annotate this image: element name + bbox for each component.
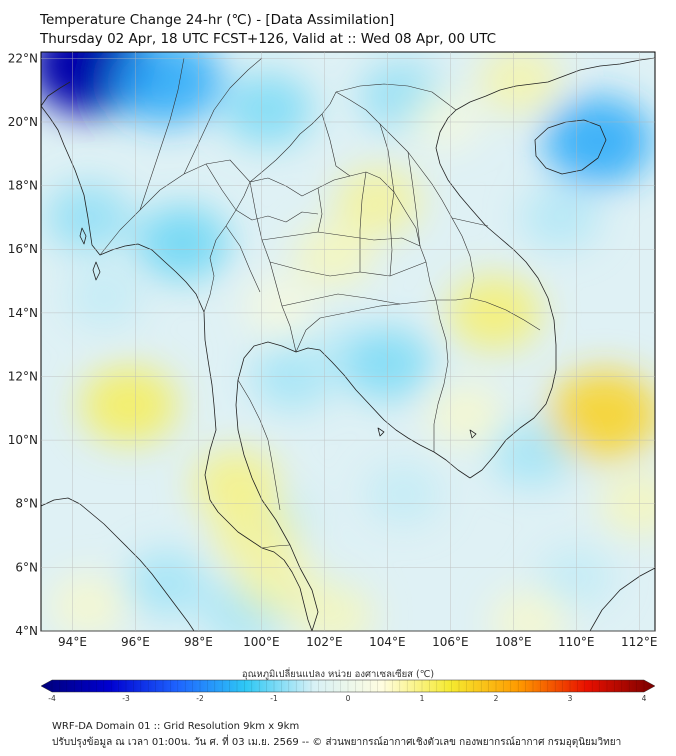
longitude-label: 98°E	[184, 635, 213, 649]
cooling-anomaly-15	[125, 550, 209, 617]
cooling-anomaly-2	[222, 73, 313, 146]
plot-area	[40, 51, 656, 632]
latitude-label: 16°N	[8, 242, 38, 256]
longitude-label: 96°E	[121, 635, 150, 649]
colorbar-tick-label: 4	[642, 694, 647, 703]
warming-anomaly-32	[478, 52, 562, 114]
colorbar-divisions	[51, 680, 645, 692]
map-title: Temperature Change 24-hr (℃) - [Data Ass…	[40, 12, 395, 28]
model-info: WRF-DA Domain 01 :: Grid Resolution 9km …	[52, 721, 300, 732]
colorbar-scale	[40, 679, 656, 693]
colorbar-tick-label: 2	[494, 694, 499, 703]
latitude-label: 8°N	[15, 497, 38, 511]
colorbar: -4 -3 -2 -1 0 1 2 3 4	[40, 679, 656, 703]
cooling-anomaly-11	[490, 419, 574, 487]
country-borders	[99, 57, 541, 549]
warming-anomaly-19	[80, 366, 178, 444]
cooling-anomaly-4	[542, 96, 654, 186]
colorbar-title: อุณหภูมิเปลี่ยนแปลง หน่วย องศาเซลเซียส (…	[241, 669, 435, 680]
warming-anomaly-31	[491, 591, 568, 631]
temperature-field	[41, 52, 655, 631]
longitude-label: 102°E	[306, 635, 343, 649]
longitude-label: 112°E	[621, 635, 658, 649]
colorbar-tick-label: -1	[270, 694, 278, 703]
longitude-label: 104°E	[369, 635, 406, 649]
latitude-labels: 4°N 6°N 8°N 10°N 12°N 14°N 16°N 18°N 20°N 22°N	[8, 51, 38, 638]
longitude-label: 94°E	[58, 635, 87, 649]
colorbar-tick-label: -2	[196, 694, 204, 703]
colorbar-tick-label: 0	[346, 694, 351, 703]
warming-anomaly-33	[407, 89, 481, 148]
credit-line: ปรับปรุงข้อมูล ณ เวลา 01:00น. วัน ศ. ที่…	[52, 737, 622, 748]
latitude-label: 12°N	[8, 369, 38, 383]
latitude-label: 10°N	[8, 433, 38, 447]
colorbar-tick-label: 1	[420, 694, 425, 703]
latitude-label: 18°N	[8, 179, 38, 193]
longitude-labels: 94°E 96°E 98°E 100°E 102°E 104°E 106°E 108°E 110…	[58, 635, 657, 649]
coastlines	[41, 57, 655, 631]
warming-anomaly-30	[50, 575, 127, 631]
graticule	[41, 52, 655, 632]
cooling-anomaly-6	[135, 205, 230, 281]
latitude-label: 14°N	[8, 306, 38, 320]
longitude-label: 100°E	[243, 635, 280, 649]
colorbar-tick-label: -3	[122, 694, 130, 703]
latitude-label: 22°N	[8, 51, 38, 65]
longitude-label: 108°E	[495, 635, 532, 649]
cooling-anomaly-13	[365, 463, 442, 525]
colorbar-tick-label: -4	[48, 694, 56, 703]
warming-anomaly-29	[294, 583, 374, 631]
warming-anomaly-23	[428, 384, 505, 446]
cooling-anomaly-1	[111, 52, 223, 126]
longitude-label: 106°E	[432, 635, 469, 649]
cooling-anomaly-12	[520, 185, 601, 250]
cooling-anomaly-7	[65, 266, 142, 328]
latitude-label: 4°N	[15, 624, 38, 638]
warming-anomaly-24	[549, 370, 655, 460]
colorbar-tick-label: 3	[568, 694, 573, 703]
warming-anomaly-21	[294, 223, 374, 288]
colorbar-tick-labels: -4 -3 -2 -1 0 1 2 3 4	[48, 694, 646, 703]
warming-anomaly-28	[235, 550, 319, 617]
latitude-label: 20°N	[8, 115, 38, 129]
longitude-label: 110°E	[558, 635, 595, 649]
latitude-label: 6°N	[15, 560, 38, 574]
warming-anomaly-34	[244, 277, 317, 336]
map-subtitle: Thursday 02 Apr, 18 UTC FCST+126, Valid …	[40, 31, 497, 47]
warming-anomaly-20	[334, 166, 422, 237]
